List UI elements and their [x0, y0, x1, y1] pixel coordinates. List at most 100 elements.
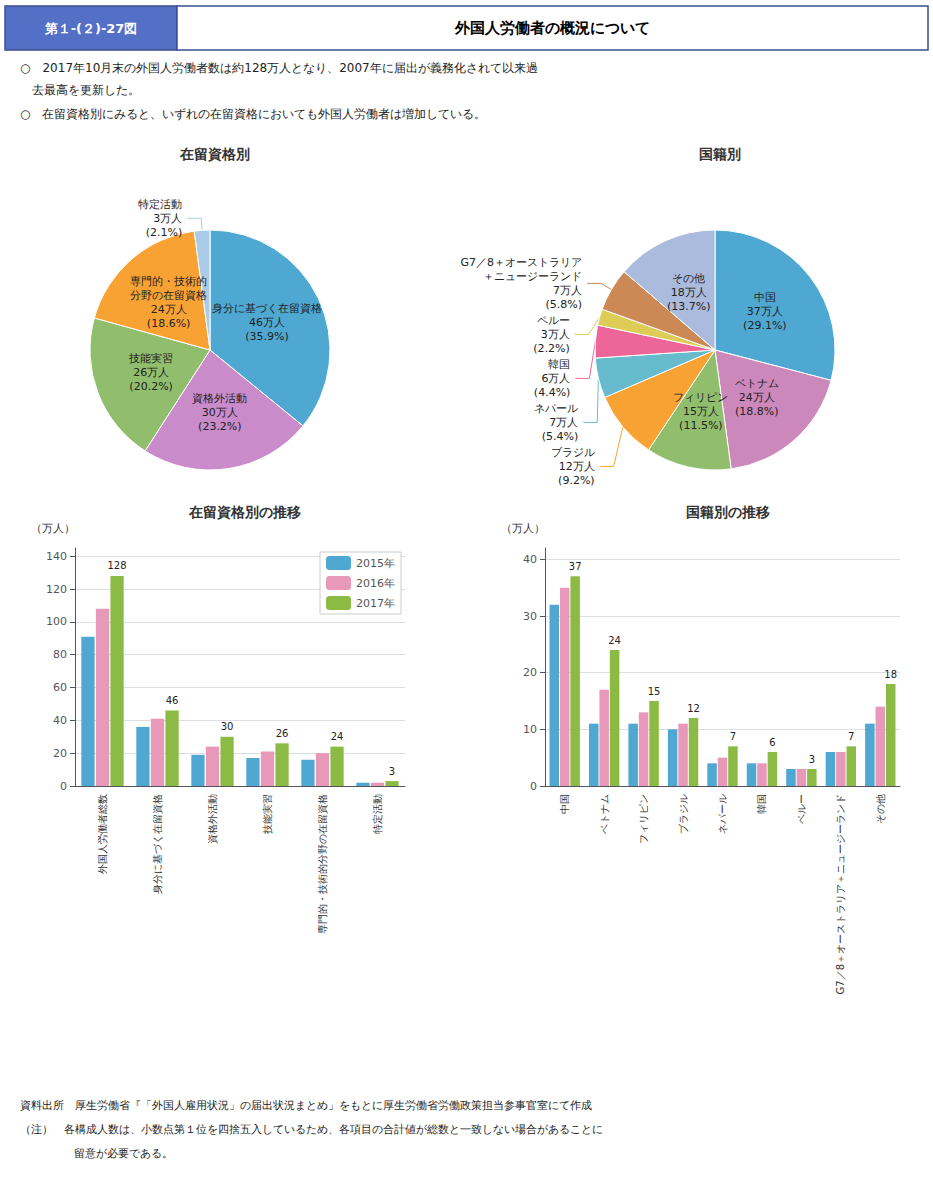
svg-text:60: 60	[53, 681, 67, 694]
svg-text:G7／8＋オーストラリア＋ニュージーランド: G7／8＋オーストラリア＋ニュージーランド	[835, 794, 846, 994]
svg-text:分野の在留資格: 分野の在留資格	[130, 289, 207, 302]
svg-text:その他: その他	[875, 794, 886, 824]
svg-text:ペルー: ペルー	[537, 314, 570, 327]
svg-text:(4.4%): (4.4%)	[534, 386, 571, 399]
svg-text:10: 10	[523, 723, 537, 736]
svg-text:(20.2%): (20.2%)	[129, 380, 173, 393]
svg-text:ネパール: ネパール	[717, 794, 728, 834]
svg-text:7万人: 7万人	[549, 416, 578, 429]
svg-text:（万人）: （万人）	[501, 522, 545, 535]
svg-text:中国: 中国	[559, 794, 570, 814]
svg-text:(35.9%): (35.9%)	[245, 330, 289, 343]
svg-text:7: 7	[848, 731, 854, 742]
svg-text:20: 20	[523, 666, 537, 679]
svg-text:身分に基づく在留資格: 身分に基づく在留資格	[212, 302, 322, 315]
svg-text:韓国: 韓国	[756, 794, 767, 814]
svg-text:(9.2%): (9.2%)	[558, 474, 595, 487]
svg-text:15: 15	[648, 686, 661, 697]
svg-text:在留資格別の推移: 在留資格別の推移	[188, 504, 301, 520]
svg-text:その他: その他	[672, 272, 705, 285]
svg-text:0: 0	[60, 780, 67, 793]
svg-text:韓国: 韓国	[548, 358, 570, 371]
svg-text:ペルー: ペルー	[796, 794, 807, 824]
svg-text:技能実習: 技能実習	[262, 794, 273, 835]
svg-text:26万人: 26万人	[133, 366, 169, 379]
svg-text:3: 3	[809, 754, 815, 765]
svg-text:特定活動: 特定活動	[372, 794, 383, 834]
svg-text:専門的・技術的: 専門的・技術的	[130, 275, 207, 288]
svg-text:ネパール: ネパール	[534, 402, 578, 415]
svg-text:7万人: 7万人	[553, 284, 582, 297]
svg-text:身分に基づく在留資格: 身分に基づく在留資格	[152, 794, 163, 894]
svg-text:第１-(２)-27図: 第１-(２)-27図	[44, 21, 138, 36]
svg-text:○ 2017年10月末の外国人労働者数は約128万人となり、: ○ 2017年10月末の外国人労働者数は約128万人となり、2007年に届出が義…	[20, 61, 538, 75]
svg-text:100: 100	[46, 615, 67, 628]
svg-text:去最高を更新した。: 去最高を更新した。	[20, 83, 140, 97]
svg-text:(23.2%): (23.2%)	[198, 420, 242, 433]
svg-text:40: 40	[53, 714, 67, 727]
svg-text:中国: 中国	[754, 291, 776, 304]
svg-text:国籍別: 国籍別	[699, 146, 741, 162]
svg-text:3: 3	[389, 766, 395, 777]
svg-text:ベトナム: ベトナム	[735, 377, 779, 390]
svg-text:24: 24	[331, 731, 344, 742]
svg-text:140: 140	[46, 550, 67, 563]
svg-text:＋ニュージーランド: ＋ニュージーランド	[483, 270, 582, 283]
svg-text:30: 30	[221, 721, 234, 732]
svg-text:24: 24	[608, 635, 621, 646]
svg-text:(11.5%): (11.5%)	[679, 419, 723, 432]
svg-text:在留資格別: 在留資格別	[179, 146, 250, 162]
svg-text:（万人）: （万人）	[31, 522, 75, 535]
svg-text:20: 20	[53, 747, 67, 760]
svg-text:18万人: 18万人	[671, 286, 707, 299]
svg-text:80: 80	[53, 648, 67, 661]
svg-text:フィリピン: フィリピン	[673, 391, 728, 404]
svg-text:120: 120	[46, 583, 67, 596]
svg-text:7: 7	[730, 731, 736, 742]
svg-text:2017年: 2017年	[356, 597, 395, 610]
svg-text:資料出所 厚生労働省『「外国人雇用状況」の届出状況まとめ」を: 資料出所 厚生労働省『「外国人雇用状況」の届出状況まとめ」をもとに厚生労働省労働…	[20, 1099, 592, 1112]
svg-text:ベトナム: ベトナム	[599, 794, 610, 834]
svg-text:24万人: 24万人	[739, 391, 775, 404]
svg-text:37: 37	[569, 561, 582, 572]
svg-text:特定活動: 特定活動	[138, 198, 182, 211]
svg-text:6: 6	[769, 737, 775, 748]
svg-text:30: 30	[523, 610, 537, 623]
svg-text:12万人: 12万人	[559, 460, 595, 473]
svg-text:46: 46	[166, 695, 179, 706]
svg-text:ブラジル: ブラジル	[678, 794, 689, 834]
svg-text:128: 128	[108, 560, 127, 571]
svg-text:外国人労働者総数: 外国人労働者総数	[97, 794, 108, 874]
svg-text:6万人: 6万人	[541, 372, 570, 385]
svg-text:専門的・技術的分野の在留資格: 専門的・技術的分野の在留資格	[317, 794, 328, 934]
svg-text:(18.8%): (18.8%)	[735, 405, 779, 418]
svg-text:3万人: 3万人	[541, 328, 570, 341]
svg-text:46万人: 46万人	[249, 316, 285, 329]
svg-text:○ 在留資格別にみると、いずれの在留資格においても外国人労働: ○ 在留資格別にみると、いずれの在留資格においても外国人労働者は増加している。	[20, 107, 486, 121]
svg-text:(5.8%): (5.8%)	[546, 298, 583, 311]
svg-text:ブラジル: ブラジル	[551, 446, 595, 459]
svg-text:(5.4%): (5.4%)	[542, 430, 579, 443]
svg-text:2015年: 2015年	[356, 557, 395, 570]
svg-text:2016年: 2016年	[356, 577, 395, 590]
svg-text:3万人: 3万人	[153, 212, 182, 225]
svg-text:0: 0	[530, 780, 537, 793]
svg-text:30万人: 30万人	[202, 406, 238, 419]
svg-text:(29.1%): (29.1%)	[743, 319, 787, 332]
svg-text:外国人労働者の概況について: 外国人労働者の概況について	[454, 19, 650, 37]
svg-text:留意が必要である。: 留意が必要である。	[74, 1147, 173, 1160]
svg-text:資格外活動: 資格外活動	[192, 392, 247, 405]
svg-text:技能実習: 技能実習	[128, 352, 173, 365]
svg-text:(2.1%): (2.1%)	[146, 226, 183, 239]
svg-text:(13.7%): (13.7%)	[667, 300, 711, 313]
svg-text:G7／8＋オーストラリア: G7／8＋オーストラリア	[461, 256, 583, 269]
svg-text:資格外活動: 資格外活動	[207, 794, 218, 844]
svg-text:18: 18	[884, 669, 897, 680]
svg-text:26: 26	[276, 728, 289, 739]
svg-text:（注） 各構成人数は、小数点第１位を四捨五入しているため、各: （注） 各構成人数は、小数点第１位を四捨五入しているため、各項目の合計値が総数と…	[20, 1123, 603, 1136]
svg-text:24万人: 24万人	[151, 303, 187, 316]
svg-text:フィリピン: フィリピン	[638, 794, 649, 844]
svg-text:15万人: 15万人	[683, 405, 719, 418]
svg-text:(2.2%): (2.2%)	[533, 342, 570, 355]
svg-text:(18.6%): (18.6%)	[147, 317, 191, 330]
